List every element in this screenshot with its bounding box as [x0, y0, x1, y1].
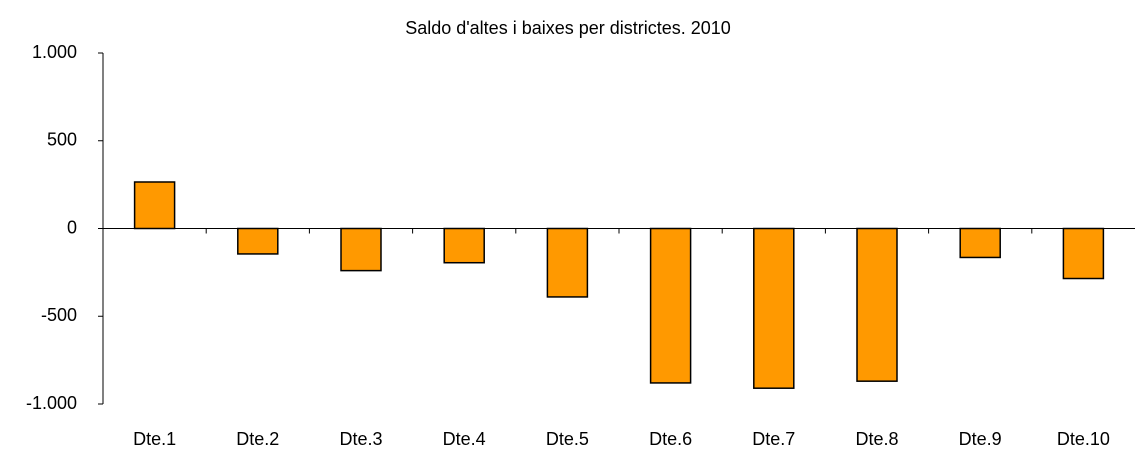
x-tick-label: Dte.1	[133, 429, 176, 449]
y-tick-label: 1.000	[32, 42, 77, 62]
x-tick-label: Dte.3	[339, 429, 382, 449]
bar	[649, 227, 692, 384]
bar	[959, 227, 1001, 259]
x-tick-label: Dte.9	[959, 429, 1002, 449]
y-tick-label: 0	[67, 217, 77, 237]
x-tick-label: Dte.4	[443, 429, 486, 449]
y-tick-label: -500	[41, 305, 77, 325]
bar	[753, 227, 795, 389]
bar	[133, 181, 176, 230]
x-tick-label: Dte.2	[236, 429, 279, 449]
bar	[443, 227, 485, 264]
y-tick-label: 500	[47, 130, 77, 150]
bar	[1062, 227, 1105, 280]
x-tick-label: Dte.10	[1057, 429, 1110, 449]
bar	[340, 227, 382, 272]
x-tick-label: Dte.6	[649, 429, 692, 449]
x-tick-label: Dte.5	[546, 429, 589, 449]
chart-title: Saldo d'altes i baixes per districtes. 2…	[405, 18, 731, 38]
bar	[856, 227, 898, 382]
bar	[237, 227, 279, 255]
x-tick-label: Dte.8	[855, 429, 898, 449]
bar	[546, 227, 589, 298]
x-tick-label: Dte.7	[752, 429, 795, 449]
y-tick-label: -1.000	[26, 393, 77, 413]
